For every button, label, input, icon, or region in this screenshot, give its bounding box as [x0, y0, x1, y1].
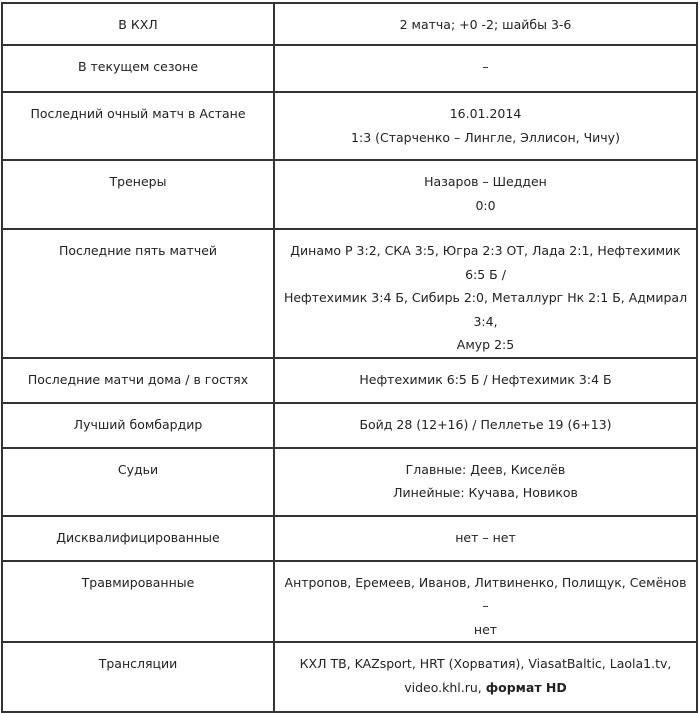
row-label: Последние пять матчей	[1, 228, 275, 359]
value-line: Динамо Р 3:2, СКА 3:5, Югра 2:3 ОТ, Лада…	[283, 239, 688, 286]
value-line: Линейные: Кучава, Новиков	[283, 481, 688, 505]
value-text: video.khl.ru,	[404, 679, 486, 695]
table-row: Тренеры Назаров – Шедден 0:0	[1, 159, 698, 230]
value-text: 0:0	[475, 197, 496, 213]
value-line: 2 матча; +0 -2; шайбы 3-6	[283, 13, 688, 37]
value-text: нет – нет	[455, 529, 516, 545]
value-line: video.khl.ru, формат HD	[283, 676, 688, 700]
row-value: КХЛ ТВ, KAZsport, HRT (Хорватия), Viasat…	[273, 641, 698, 713]
row-label: Травмированные	[1, 559, 275, 643]
row-label: Последний очный матч в Астане	[1, 91, 275, 161]
row-label: В текущем сезоне	[1, 44, 275, 93]
table-row: Трансляции КХЛ ТВ, KAZsport, HRT (Хорвати…	[1, 641, 698, 713]
row-label: Дисквалифицированные	[1, 514, 275, 562]
table-row: Лучший бомбардир Бойд 28 (12+16) / Пеллет…	[1, 401, 698, 449]
table-row: В КХЛ 2 матча; +0 -2; шайбы 3-6	[1, 2, 698, 46]
value-line: Нефтехимик 6:5 Б / Нефтехимик 3:4 Б	[283, 368, 688, 392]
value-text: Бойд 28 (12+16) / Пеллетье 19 (6+13)	[359, 416, 612, 432]
value-line: Антропов, Еремеев, Иванов, Литвиненко, П…	[283, 571, 688, 618]
value-line: 0:0	[283, 194, 688, 218]
value-line: Амур 2:5	[283, 333, 688, 357]
row-value: 16.01.2014 1:3 (Старченко – Лингле, Эллис…	[273, 91, 698, 161]
row-value: Главные: Деев, Киселёв Линейные: Кучава, …	[273, 446, 698, 517]
row-value: Антропов, Еремеев, Иванов, Литвиненко, П…	[273, 559, 698, 643]
row-label: В КХЛ	[1, 2, 275, 46]
row-label: Лучший бомбардир	[1, 401, 275, 449]
value-line: –	[283, 55, 688, 79]
row-label: Судьи	[1, 446, 275, 517]
value-text: 16.01.2014	[449, 106, 522, 121]
value-text: нет	[473, 621, 498, 637]
value-line: нет – нет	[283, 526, 688, 550]
value-line: КХЛ ТВ, KAZsport, HRT (Хорватия), Viasat…	[283, 652, 688, 676]
value-text: Амур 2:5	[456, 337, 515, 352]
row-label: Трансляции	[1, 641, 275, 713]
table-row: Последние пять матчей Динамо Р 3:2, СКА 3…	[1, 228, 698, 359]
value-text: Главные: Деев, Киселёв	[405, 461, 566, 477]
value-text: КХЛ ТВ, KAZsport, HRT (Хорватия), Viasat…	[299, 656, 672, 671]
row-value: Динамо Р 3:2, СКА 3:5, Югра 2:3 ОТ, Лада…	[273, 228, 698, 359]
row-value: Назаров – Шедден 0:0	[273, 159, 698, 230]
value-line: 16.01.2014	[283, 102, 688, 126]
row-label: Тренеры	[1, 159, 275, 230]
hd-format-label: формат HD	[485, 679, 567, 695]
value-text: Нефтехимик 3:4 Б, Сибирь 2:0, Металлург …	[283, 290, 688, 329]
value-text: –	[482, 59, 489, 74]
row-value: Нефтехимик 6:5 Б / Нефтехимик 3:4 Б	[273, 356, 698, 404]
table-row: Последние матчи дома / в гостях Нефтехими…	[1, 356, 698, 404]
row-value: –	[273, 44, 698, 93]
table-row: Последний очный матч в Астане 16.01.2014 1…	[1, 91, 698, 161]
row-value: Бойд 28 (12+16) / Пеллетье 19 (6+13)	[273, 401, 698, 449]
value-line: Бойд 28 (12+16) / Пеллетье 19 (6+13)	[283, 413, 688, 437]
value-line: нет	[283, 618, 688, 642]
value-text: Назаров – Шедден	[424, 174, 547, 189]
value-line: 1:3 (Старченко – Лингле, Эллисон, Чичу)	[283, 126, 688, 150]
table-row: В текущем сезоне –	[1, 44, 698, 93]
value-text: 2 матча; +0 -2; шайбы 3-6	[399, 17, 572, 32]
value-line: Назаров – Шедден	[283, 170, 688, 194]
table-row: Дисквалифицированные нет – нет	[1, 514, 698, 562]
table-row: Судьи Главные: Деев, Киселёв Линейные: Куч…	[1, 446, 698, 517]
value-text: Нефтехимик 6:5 Б / Нефтехимик 3:4 Б	[359, 371, 612, 387]
row-label: Последние матчи дома / в гостях	[1, 356, 275, 404]
value-text: Динамо Р 3:2, СКА 3:5, Югра 2:3 ОТ, Лада…	[290, 243, 681, 282]
value-text: Антропов, Еремеев, Иванов, Литвиненко, П…	[284, 574, 687, 614]
row-value: нет – нет	[273, 514, 698, 562]
value-text: Линейные: Кучава, Новиков	[393, 485, 578, 500]
table-row: Травмированные Антропов, Еремеев, Иванов,…	[1, 559, 698, 643]
value-line: Главные: Деев, Киселёв	[283, 458, 688, 482]
value-line: Нефтехимик 3:4 Б, Сибирь 2:0, Металлург …	[283, 286, 688, 333]
row-value: 2 матча; +0 -2; шайбы 3-6	[273, 2, 698, 46]
value-text: 1:3 (Старченко – Лингле, Эллисон, Чичу)	[351, 129, 620, 145]
